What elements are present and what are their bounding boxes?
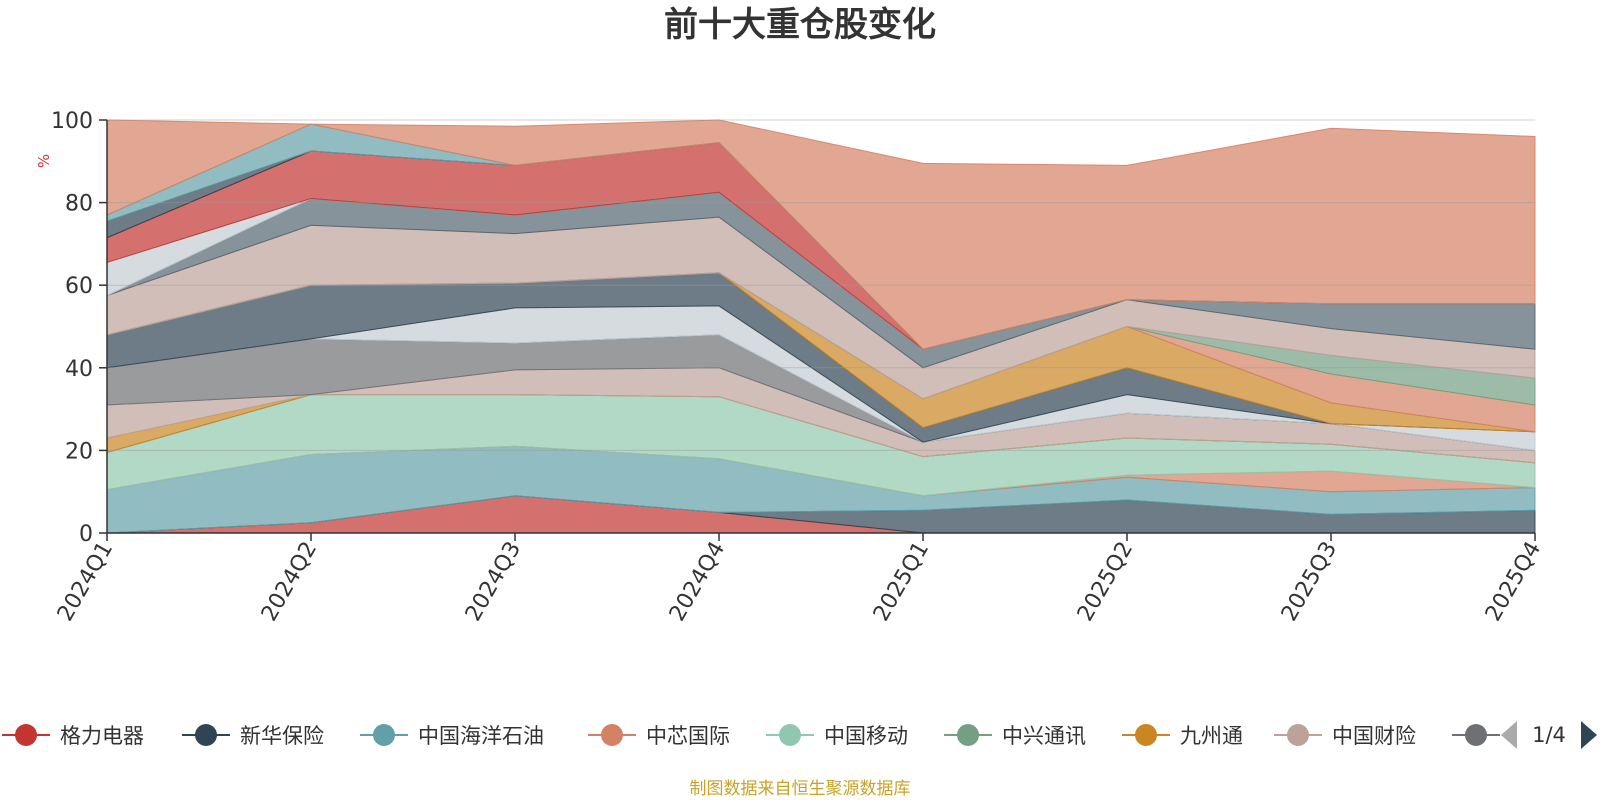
legend-marker-icon-6 [1135,724,1157,746]
x-tick-label-0: 2024Q1 [53,538,118,626]
legend-label-0: 格力电器 [60,724,144,748]
legend-item-8[interactable] [1452,724,1500,746]
legend-marker-icon-7 [1287,724,1309,746]
y-tick-label-1: 20 [65,439,93,464]
legend-marker-icon-3 [601,724,623,746]
y-axis-unit-label: % [35,154,53,168]
legend-marker-icon-2 [373,724,395,746]
legend-marker-icon-1 [195,724,217,746]
x-tick-label-6: 2025Q3 [1277,538,1342,626]
source-note: 制图数据来自恒生聚源数据库 [690,779,911,799]
legend-item-0[interactable]: 格力电器 [2,724,144,748]
legend-label-3: 中芯国际 [646,724,730,748]
x-tick-label-3: 2024Q4 [665,538,730,626]
y-tick-label-0: 0 [79,522,93,547]
legend-label-6: 九州通 [1180,724,1243,748]
legend-label-5: 中兴通讯 [1002,724,1086,748]
axes [106,120,1535,534]
x-tick-label-4: 2025Q1 [869,538,934,626]
x-tick-label-7: 2025Q4 [1481,538,1546,626]
legend-pager: 1/4 [1501,721,1597,749]
legend-label-2: 中国海洋石油 [418,724,544,748]
grid-lines [107,119,1535,451]
legend-marker-icon-0 [15,724,37,746]
y-tick-label-4: 80 [65,192,93,217]
legend-marker-icon-4 [779,724,801,746]
area-series [106,119,1536,534]
legend-item-6[interactable]: 九州通 [1122,724,1243,748]
legend-item-4[interactable]: 中国移动 [766,724,908,748]
x-tick-label-5: 2025Q2 [1073,538,1138,626]
legend-item-3[interactable]: 中芯国际 [588,724,730,748]
y-tick-label-3: 60 [65,274,93,299]
y-axis-ticks: 0 20 40 60 80 100 [51,109,107,547]
legend-label-4: 中国移动 [824,724,908,748]
x-axis-ticks: 2024Q1 2024Q2 2024Q3 2024Q4 2025Q1 2025Q2 2025… [53,533,1546,626]
x-tick-label-1: 2024Q2 [257,538,322,626]
legend-item-1[interactable]: 新华保险 [182,724,324,748]
legend-label-1: 新华保险 [240,724,324,748]
y-tick-label-2: 40 [65,357,93,382]
x-tick-label-2: 2024Q3 [461,538,526,626]
legend-marker-icon-8 [1465,724,1487,746]
legend-item-2[interactable]: 中国海洋石油 [360,724,544,748]
legend-item-5[interactable]: 中兴通讯 [944,724,1086,748]
legend-marker-icon-5 [957,724,979,746]
area-series-21[interactable] [106,119,1536,350]
legend-page-indicator: 1/4 [1532,723,1566,747]
legend-prev-page-icon[interactable] [1501,721,1517,749]
legend: 格力电器 新华保险 中国海洋石油 中芯国际 中国移动 中兴通讯 九州通 中国财险 [2,724,1500,748]
chart-title: 前十大重仓股变化 [664,5,936,45]
legend-next-page-icon[interactable] [1581,721,1597,749]
y-tick-label-5: 100 [51,109,93,134]
legend-item-7[interactable]: 中国财险 [1274,724,1416,748]
legend-label-7: 中国财险 [1332,724,1416,748]
